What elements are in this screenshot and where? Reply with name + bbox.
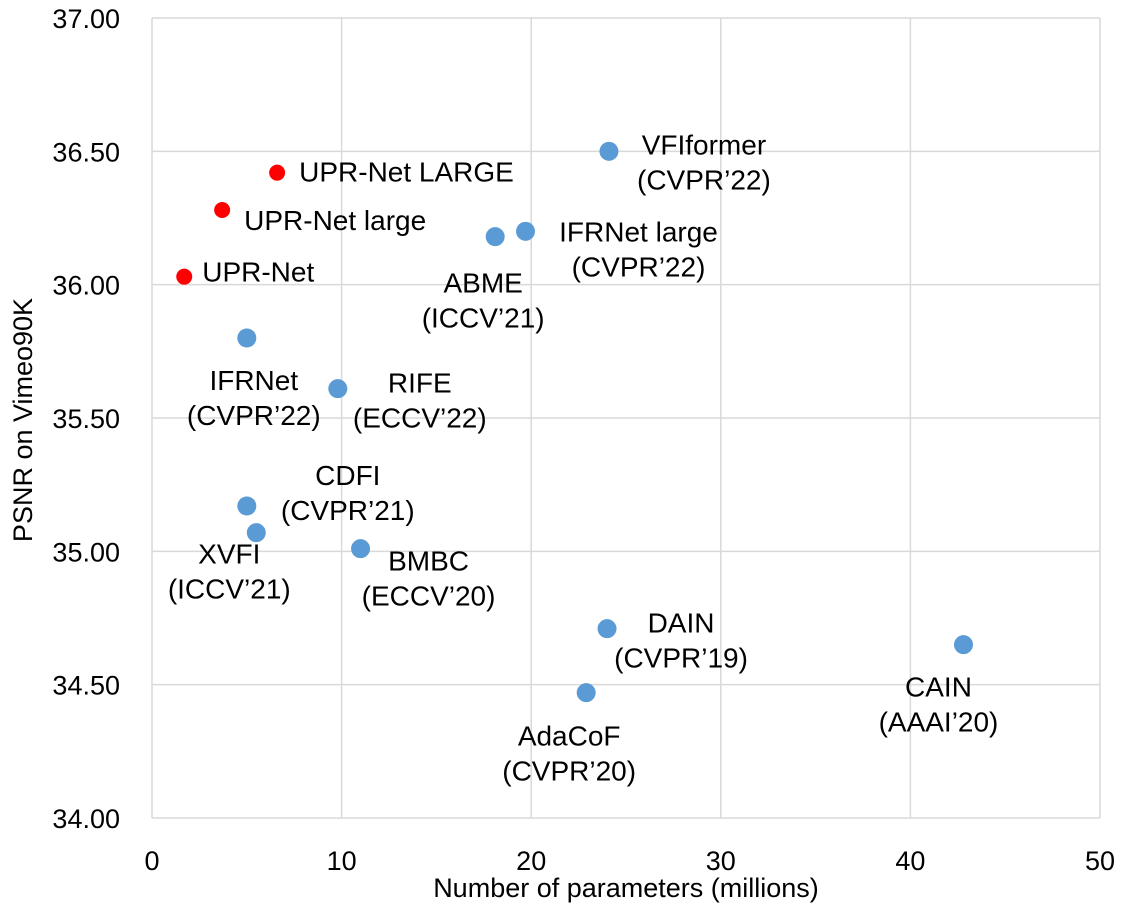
label-upr-net-large: UPR-Net LARGE: [299, 157, 514, 188]
method-name: UPR-Net: [202, 257, 314, 288]
venue: (CVPR’22): [637, 164, 771, 195]
point-upr-net-large: [214, 202, 231, 218]
method-name: VFIformer: [642, 129, 766, 160]
label-upr-net: UPR-Net: [202, 257, 314, 288]
data-points: [176, 141, 973, 703]
method-name: UPR-Net LARGE: [299, 157, 514, 188]
method-name: CDFI: [315, 460, 380, 491]
y-tick-label: 36.50: [52, 137, 120, 167]
y-axis-title: PSNR on Vimeo90K: [8, 298, 38, 542]
x-tick-label: 10: [327, 846, 357, 876]
method-name: BMBC: [388, 546, 469, 577]
point-dain: [597, 619, 617, 639]
venue: (CVPR’21): [281, 495, 415, 526]
venue: (CVPR’22): [572, 251, 706, 282]
method-name: IFRNet large: [559, 216, 718, 247]
y-tick-label: 34.00: [52, 804, 120, 834]
point-ifrnet-large: [516, 221, 536, 241]
label-cdfi: CDFI (CVPR’21): [281, 460, 415, 526]
point-upr-net: [176, 268, 193, 285]
point-cain: [953, 635, 973, 655]
y-tick-label: 34.50: [52, 671, 120, 701]
point-abme: [485, 227, 505, 247]
y-tick-label: 35.50: [52, 404, 120, 434]
method-name: DAIN: [648, 608, 715, 639]
point-cdfi: [237, 496, 257, 516]
venue: (CVPR’19): [614, 643, 748, 674]
venue: (AAAI’20): [879, 707, 999, 738]
y-tick-label: 35.00: [52, 537, 120, 567]
point-labels: UPR-Net UPR-Net large UPR-Net LARGE VFIform…: [168, 129, 999, 786]
label-cain: CAIN (AAAI’20): [879, 672, 999, 738]
x-tick-label: 40: [895, 846, 925, 876]
venue: (ICCV’21): [168, 574, 291, 605]
label-adacof: AdaCoF (CVPR’20): [502, 721, 636, 787]
point-adacof: [576, 683, 596, 703]
y-tick-label: 36.00: [52, 271, 120, 301]
method-name: XVFI: [198, 539, 260, 570]
label-xvfi: XVFI (ICCV’21): [168, 539, 291, 605]
x-tick-label: 30: [706, 846, 736, 876]
venue: (ECCV’20): [362, 581, 496, 612]
label-upr-net-large: UPR-Net large: [244, 205, 426, 236]
method-name: AdaCoF: [518, 721, 621, 752]
method-name: CAIN: [905, 672, 972, 703]
label-ifrnet: IFRNet (CVPR’22): [187, 365, 321, 431]
point-rife: [328, 379, 348, 399]
point-bmbc: [351, 539, 371, 559]
tick-labels: 0 10 20 30 40 50 34.00 34.50 35.00 35.50 36.00 36.5…: [52, 4, 1115, 876]
x-axis-title: Number of parameters (millions): [433, 873, 819, 903]
label-rife: RIFE (ECCV’22): [353, 368, 487, 434]
venue: (CVPR’20): [502, 756, 636, 787]
point-ifrnet: [237, 328, 257, 348]
label-bmbc: BMBC (ECCV’20): [362, 546, 496, 612]
point-xvfi: [246, 523, 266, 543]
venue: (ECCV’22): [353, 403, 487, 434]
label-vfiformer: VFIformer (CVPR’22): [637, 129, 771, 195]
method-name: UPR-Net large: [244, 205, 426, 236]
label-ifrnet-large: IFRNet large (CVPR’22): [559, 216, 718, 282]
label-dain: DAIN (CVPR’19): [614, 608, 748, 674]
venue: (ICCV’21): [422, 303, 545, 334]
label-abme: ABME (ICCV’21): [422, 268, 545, 334]
method-name: IFRNet: [209, 365, 298, 396]
point-vfiformer: [599, 141, 619, 161]
y-tick-label: 37.00: [52, 4, 120, 34]
x-tick-label: 50: [1085, 846, 1115, 876]
x-tick-label: 20: [516, 846, 546, 876]
grid-lines: [151, 17, 1101, 819]
method-name: RIFE: [388, 368, 452, 399]
x-tick-label: 0: [144, 846, 159, 876]
method-name: ABME: [443, 268, 522, 299]
venue: (CVPR’22): [187, 400, 321, 431]
point-upr-net-large: [269, 164, 286, 181]
